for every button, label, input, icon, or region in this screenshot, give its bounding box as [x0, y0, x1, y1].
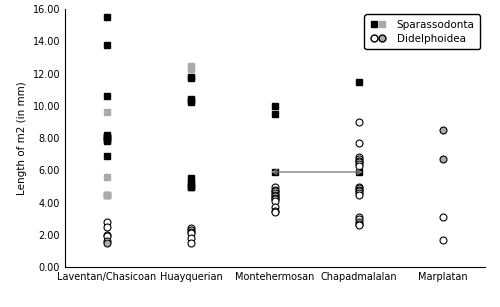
- Legend: Sparassodonta, Didelphoidea: Sparassodonta, Didelphoidea: [364, 14, 480, 49]
- Y-axis label: Length of m2 (in mm): Length of m2 (in mm): [17, 81, 27, 195]
